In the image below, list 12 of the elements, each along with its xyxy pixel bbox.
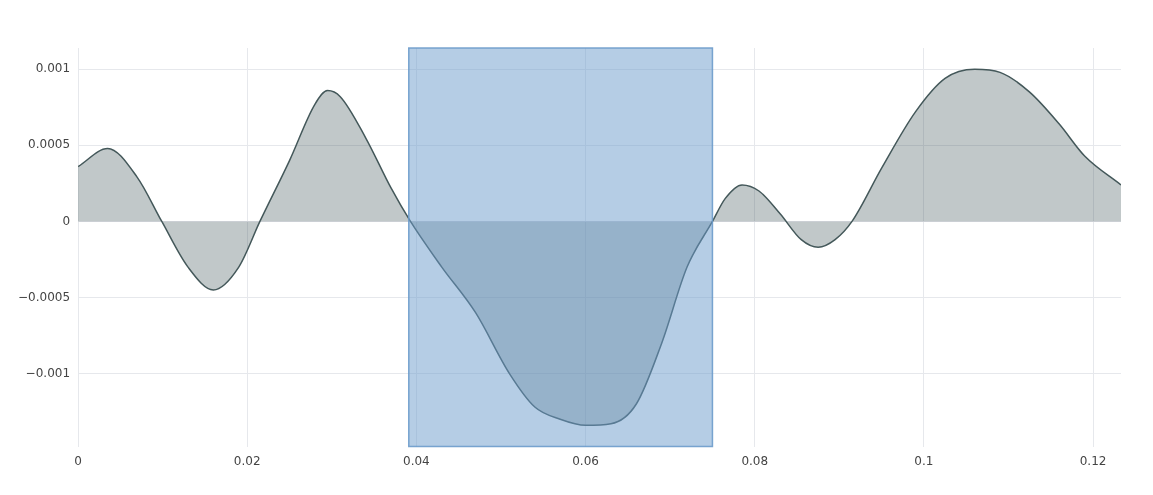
x-tick-label: 0.06 (572, 453, 599, 468)
y-tick-label: 0.001 (35, 61, 71, 76)
y-tick-label: −0.0005 (18, 289, 71, 304)
y-tick-label: −0.001 (25, 365, 71, 380)
x-tick-label: 0 (74, 453, 82, 468)
x-tick-label: 0.1 (914, 453, 934, 468)
y-tick-label: 0 (62, 213, 71, 228)
y-tick-label: 0.0005 (28, 137, 71, 152)
x-tick-label: 0.04 (403, 453, 430, 468)
x-tick-label: 0.08 (741, 453, 769, 468)
x-tick-label: 0.12 (1079, 453, 1107, 468)
x-tick-label: 0.02 (233, 453, 261, 468)
